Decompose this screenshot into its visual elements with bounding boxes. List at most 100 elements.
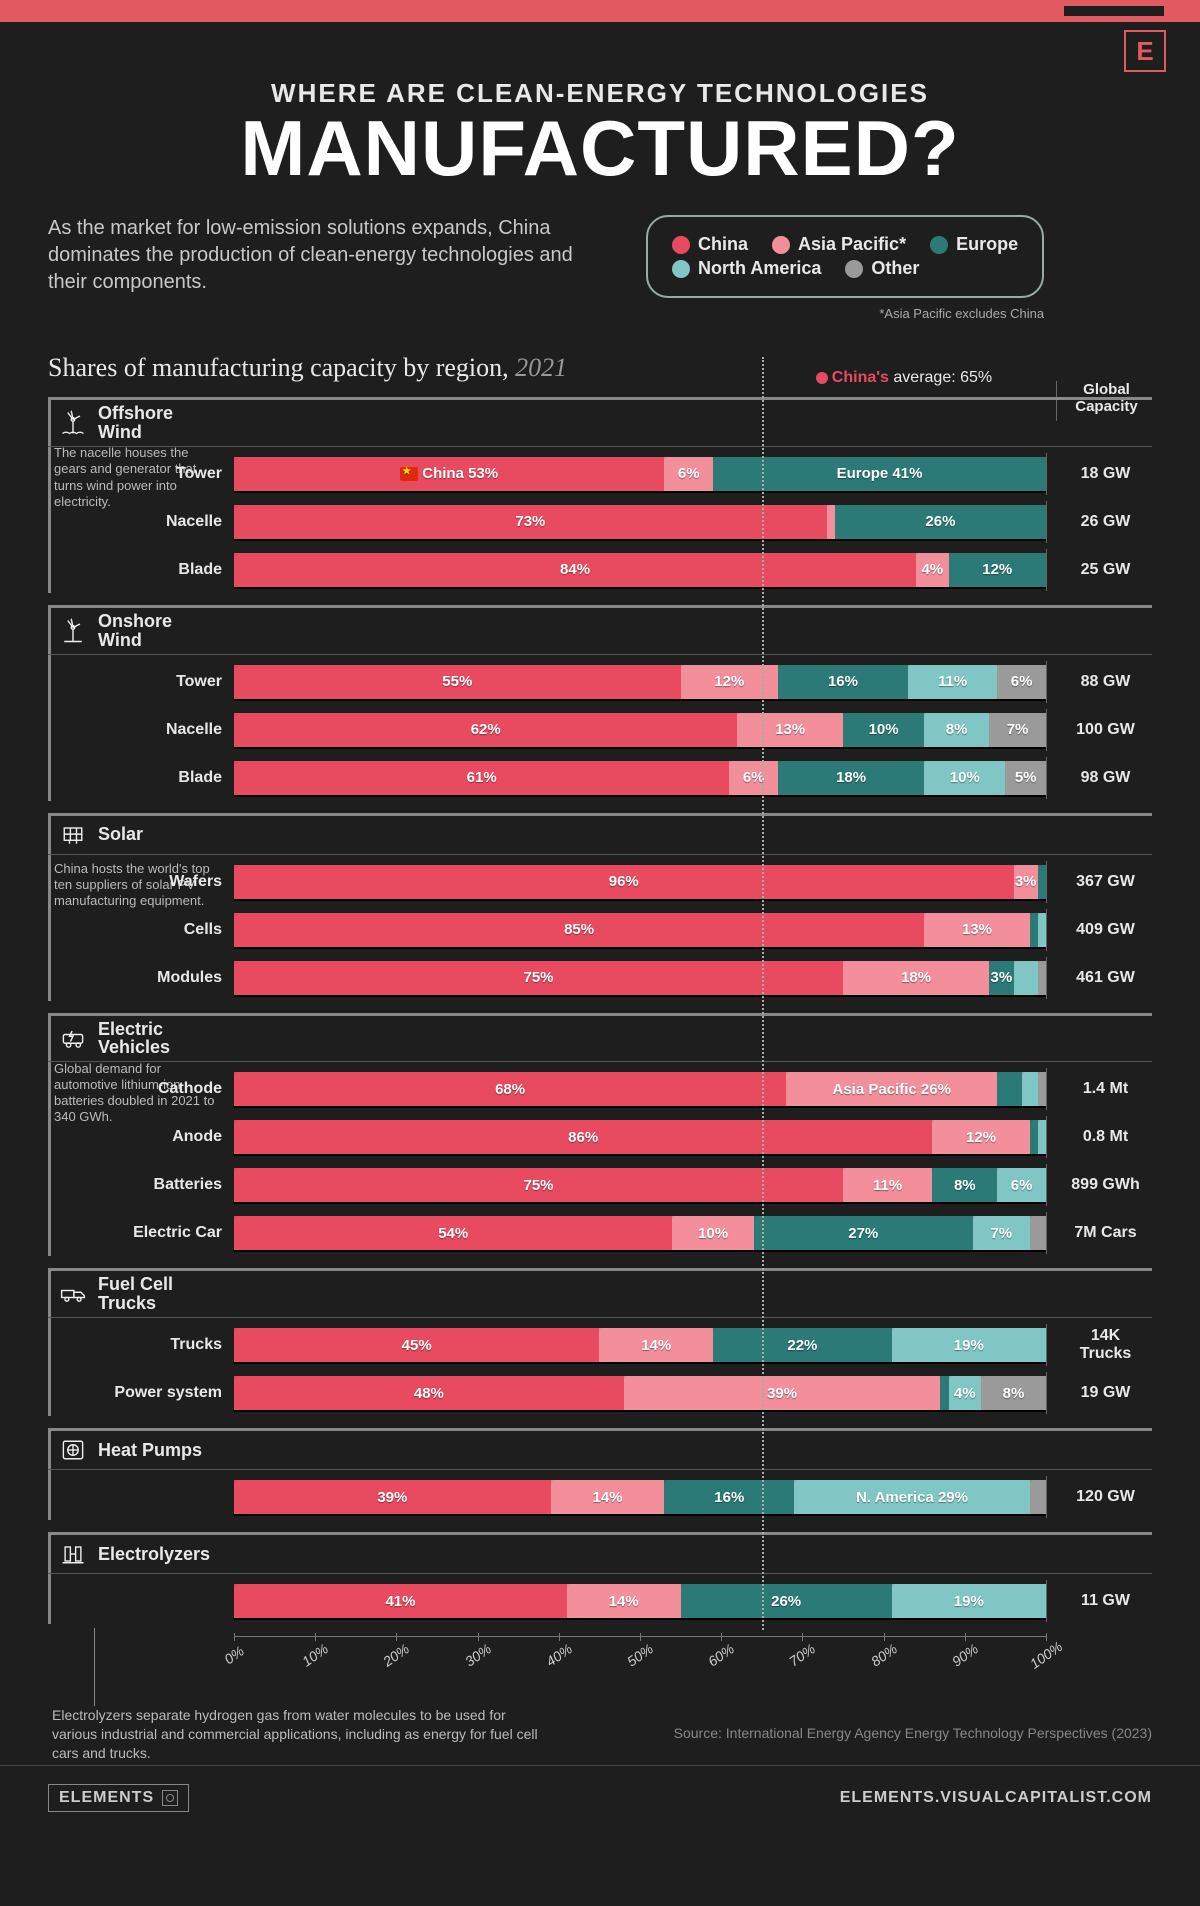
bar-segment-asia_pacific: 14% bbox=[551, 1480, 665, 1514]
bar-track: 84% 4% 12% bbox=[234, 553, 1046, 587]
bar-segment-china: 48% bbox=[234, 1376, 624, 1410]
capacity-value: 0.8 Mt bbox=[1046, 1116, 1152, 1158]
segment-label: 7% bbox=[990, 1225, 1012, 1242]
bar-segment-north_america: 7% bbox=[973, 1216, 1030, 1250]
legend-item: North America bbox=[672, 258, 821, 279]
axis-tick bbox=[721, 1633, 722, 1641]
category-header: Electrolyzers bbox=[48, 1532, 1152, 1574]
legend-item: Other bbox=[845, 258, 919, 279]
category-header: Heat Pumps bbox=[48, 1428, 1152, 1470]
bar-segment-other: 8% bbox=[981, 1376, 1046, 1410]
category-name: Fuel CellTrucks bbox=[98, 1275, 173, 1313]
legend-dot-icon bbox=[845, 260, 863, 278]
capacity-value: 100 GW bbox=[1046, 709, 1152, 751]
page-title: MANUFACTURED? bbox=[48, 109, 1152, 187]
bar-segment-north_america: 6% bbox=[997, 1168, 1046, 1202]
segment-label: 86% bbox=[568, 1129, 598, 1146]
category-block: OffshoreWindThe nacelle houses the gears… bbox=[48, 397, 1152, 591]
axis-tick bbox=[559, 1633, 560, 1641]
axis-tick-label: 10% bbox=[299, 1641, 331, 1670]
bar-segment-north_america bbox=[1022, 1072, 1038, 1106]
bar-segment-north_america: 4% bbox=[949, 1376, 981, 1410]
bar-segment-asia_pacific: 14% bbox=[567, 1584, 681, 1618]
axis-tick-label: 50% bbox=[624, 1641, 656, 1670]
row-label: Modules bbox=[48, 969, 234, 987]
capacity-value: 409 GW bbox=[1046, 909, 1152, 951]
axis-tick bbox=[1046, 1633, 1047, 1641]
bar-segment-asia_pacific: 14% bbox=[599, 1328, 713, 1362]
segment-label: Europe 41% bbox=[837, 465, 923, 482]
bar-track: 73%26% bbox=[234, 505, 1046, 539]
legend-label: Other bbox=[871, 258, 919, 279]
segment-label: 3% bbox=[1015, 873, 1037, 890]
legend-footnote: *Asia Pacific excludes China bbox=[646, 306, 1044, 321]
bar-segment-europe: Europe 41% bbox=[713, 457, 1046, 491]
bar-segment-europe bbox=[997, 1072, 1021, 1106]
row-label: Anode bbox=[48, 1128, 234, 1146]
bar-track: 86% 12% bbox=[234, 1120, 1046, 1154]
segment-label: 12% bbox=[966, 1129, 996, 1146]
category-name: Solar bbox=[98, 825, 143, 844]
bar-segment-asia_pacific: 4% bbox=[916, 553, 948, 587]
segment-label: 12% bbox=[982, 561, 1012, 578]
bar-segment-asia_pacific: 10% bbox=[672, 1216, 753, 1250]
bar-row: Electric Car54%10%27%7%7M Cars bbox=[48, 1212, 1152, 1254]
capacity-value: 98 GW bbox=[1046, 757, 1152, 799]
bar-track: 75%11%8%6% bbox=[234, 1168, 1046, 1202]
category-block: OnshoreWindTower55%12%16%11%6%88 GWNacel… bbox=[48, 605, 1152, 799]
bar-segment-other: 6% bbox=[997, 665, 1046, 699]
avg-dot-icon bbox=[816, 372, 828, 384]
segment-label: 75% bbox=[523, 969, 553, 986]
segment-label: 84% bbox=[560, 561, 590, 578]
legend-dot-icon bbox=[772, 236, 790, 254]
bar-row: TowerChina 53%6%Europe 41%18 GW bbox=[48, 453, 1152, 495]
bar-track: 48%39%4%8% bbox=[234, 1376, 1046, 1410]
electrolyzer-icon bbox=[58, 1539, 88, 1569]
segment-label: 3% bbox=[990, 969, 1012, 986]
bar-segment-europe: 27% bbox=[754, 1216, 973, 1250]
axis-tick-label: 20% bbox=[380, 1641, 412, 1670]
bar-segment-asia_pacific: 13% bbox=[737, 713, 843, 747]
row-label: Electric Car bbox=[48, 1224, 234, 1242]
segment-label: 10% bbox=[950, 769, 980, 786]
capacity-value: 120 GW bbox=[1046, 1476, 1152, 1518]
bar-segment-europe: 16% bbox=[664, 1480, 794, 1514]
onshore-wind-icon bbox=[58, 616, 88, 646]
bar-segment-other: 5% bbox=[1005, 761, 1046, 795]
bar-segment-europe: 8% bbox=[932, 1168, 997, 1202]
chart-title: Shares of manufacturing capacity by regi… bbox=[48, 353, 567, 383]
note-connector bbox=[94, 1628, 95, 1706]
segment-label: 45% bbox=[402, 1337, 432, 1354]
axis-tick-label: 0% bbox=[221, 1643, 247, 1668]
segment-label: 73% bbox=[515, 513, 545, 530]
bar-segment-china: 41% bbox=[234, 1584, 567, 1618]
x-axis: 0%10%20%30%40%50%60%70%80%90%100% bbox=[234, 1636, 1046, 1692]
category-header: ElectricVehicles bbox=[48, 1013, 1152, 1063]
bar-track: 61%6%18%10%5% bbox=[234, 761, 1046, 795]
bar-segment-other bbox=[1030, 1216, 1046, 1250]
segment-label: 55% bbox=[442, 673, 472, 690]
bar-row: Wafers96%3%367 GW bbox=[48, 861, 1152, 903]
bar-segment-europe: 16% bbox=[778, 665, 908, 699]
bar-row: Nacelle73%26%26 GW bbox=[48, 501, 1152, 543]
axis-tick-label: 60% bbox=[705, 1641, 737, 1670]
bar-segment-china: 62% bbox=[234, 713, 737, 747]
category-block: ElectricVehiclesGlobal demand for automo… bbox=[48, 1013, 1152, 1255]
bar-track: China 53%6%Europe 41% bbox=[234, 457, 1046, 491]
bar-row: Tower55%12%16%11%6%88 GW bbox=[48, 661, 1152, 703]
category-block: Heat Pumps39%14%16%N. America 29%120 GW bbox=[48, 1428, 1152, 1518]
segment-label: 96% bbox=[609, 873, 639, 890]
segment-label: 68% bbox=[495, 1081, 525, 1098]
legend-box: ChinaAsia Pacific*EuropeNorth AmericaOth… bbox=[646, 215, 1044, 298]
segment-label: 27% bbox=[848, 1225, 878, 1242]
segment-label: 19% bbox=[954, 1593, 984, 1610]
bar-segment-asia_pacific bbox=[827, 505, 835, 539]
bar-segment-europe bbox=[1030, 913, 1038, 947]
bar-row: Batteries75%11%8%6%899 GWh bbox=[48, 1164, 1152, 1206]
row-label: Trucks bbox=[48, 1336, 234, 1354]
category-name: ElectricVehicles bbox=[98, 1020, 170, 1058]
segment-label: 13% bbox=[775, 721, 805, 738]
bar-segment-china: 85% bbox=[234, 913, 924, 947]
capacity-value: 26 GW bbox=[1046, 501, 1152, 543]
top-accent-bar bbox=[0, 0, 1200, 22]
